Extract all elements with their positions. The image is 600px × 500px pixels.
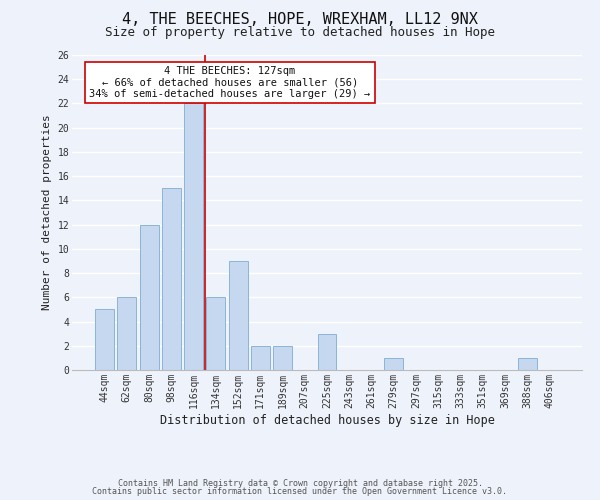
Text: Contains HM Land Registry data © Crown copyright and database right 2025.: Contains HM Land Registry data © Crown c…: [118, 478, 482, 488]
Bar: [518, 358, 536, 370]
X-axis label: Distribution of detached houses by size in Hope: Distribution of detached houses by size …: [160, 414, 494, 426]
Bar: [162, 188, 181, 370]
Bar: [95, 310, 114, 370]
Bar: [317, 334, 337, 370]
Bar: [206, 298, 225, 370]
Bar: [118, 298, 136, 370]
Bar: [273, 346, 292, 370]
Text: 4 THE BEECHES: 127sqm
← 66% of detached houses are smaller (56)
34% of semi-deta: 4 THE BEECHES: 127sqm ← 66% of detached …: [89, 66, 371, 99]
Bar: [184, 104, 203, 370]
Bar: [251, 346, 270, 370]
Y-axis label: Number of detached properties: Number of detached properties: [42, 114, 52, 310]
Bar: [384, 358, 403, 370]
Text: 4, THE BEECHES, HOPE, WREXHAM, LL12 9NX: 4, THE BEECHES, HOPE, WREXHAM, LL12 9NX: [122, 12, 478, 28]
Text: Contains public sector information licensed under the Open Government Licence v3: Contains public sector information licen…: [92, 487, 508, 496]
Bar: [229, 261, 248, 370]
Bar: [140, 224, 158, 370]
Text: Size of property relative to detached houses in Hope: Size of property relative to detached ho…: [105, 26, 495, 39]
